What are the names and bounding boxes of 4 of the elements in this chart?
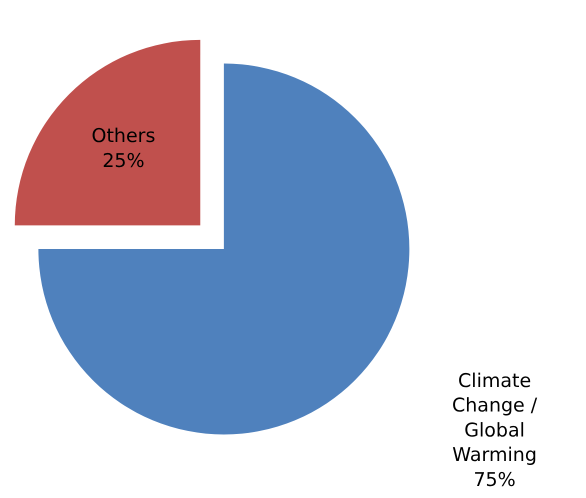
slice-label: Climate Change / Global Warming <box>452 370 538 466</box>
data-label: 25% <box>102 150 145 172</box>
data-label: 75% <box>473 468 516 491</box>
slice-label: Others <box>92 125 156 148</box>
